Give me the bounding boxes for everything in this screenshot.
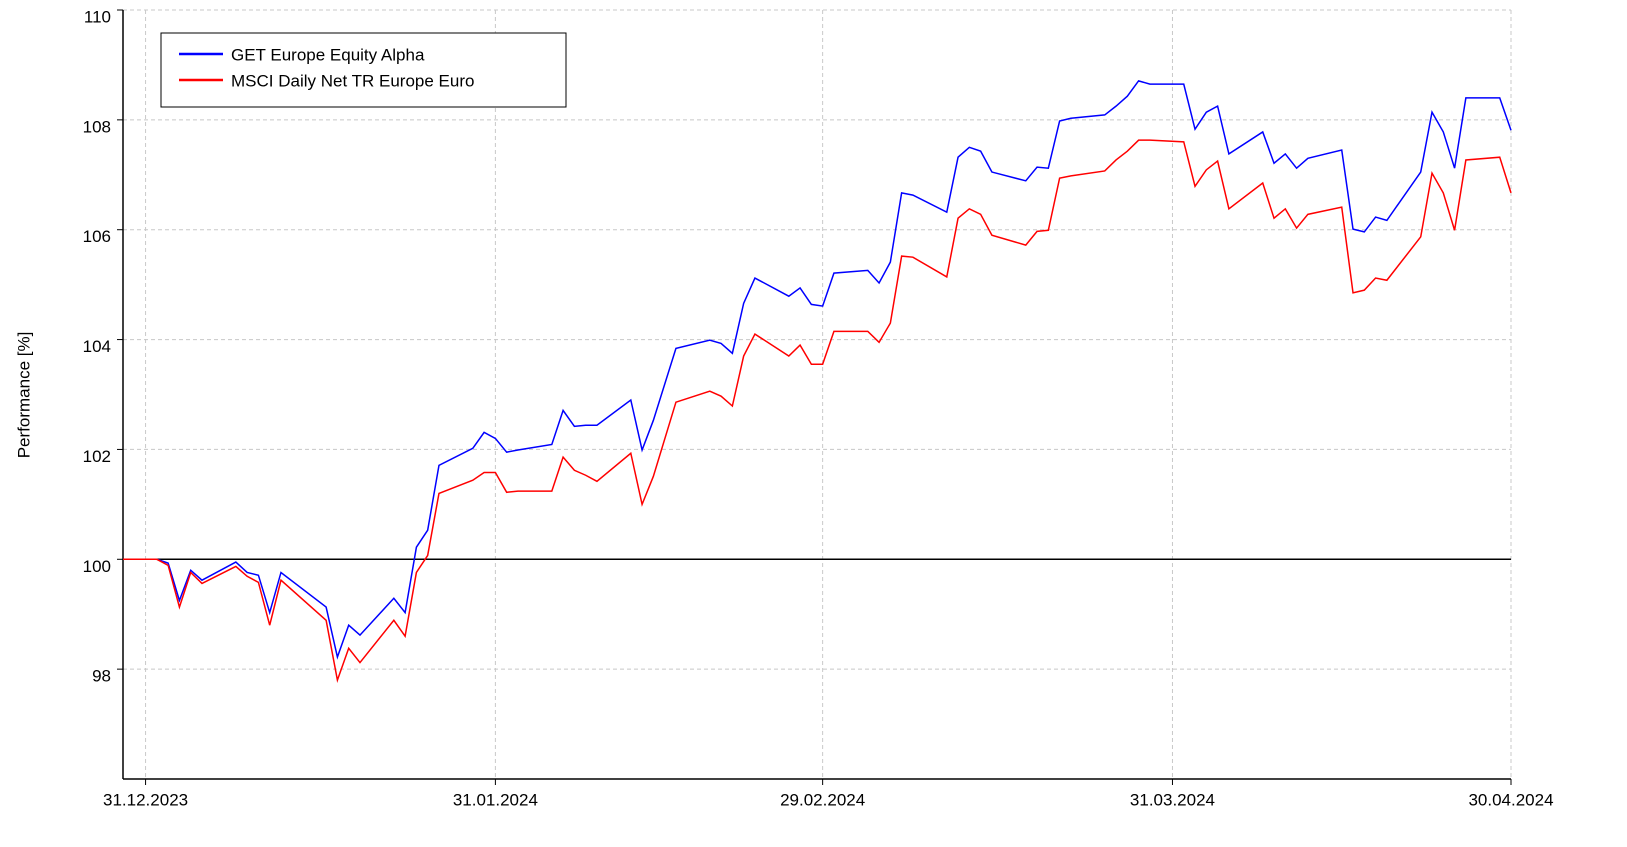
legend-label: MSCI Daily Net TR Europe Euro bbox=[231, 71, 474, 90]
y-tick-label: 102 bbox=[83, 447, 111, 466]
y-tick-label: 108 bbox=[83, 117, 111, 136]
y-tick-label: 110 bbox=[84, 7, 111, 26]
x-tick-label: 31.12.2023 bbox=[103, 790, 188, 809]
y-tick-label: 98 bbox=[92, 667, 111, 686]
x-tick-label: 31.03.2024 bbox=[1130, 790, 1215, 809]
y-tick-label: 100 bbox=[83, 557, 111, 576]
legend-label: GET Europe Equity Alpha bbox=[231, 45, 425, 64]
y-axis-label: Performance [%] bbox=[14, 332, 33, 459]
series-line bbox=[123, 139, 1512, 684]
x-tick-label: 30.04.2024 bbox=[1468, 790, 1553, 809]
y-tick-label: 106 bbox=[83, 227, 111, 246]
y-tick-label: 104 bbox=[83, 337, 111, 356]
series-line bbox=[123, 79, 1512, 660]
x-tick-label: 29.02.2024 bbox=[780, 790, 865, 809]
x-tick-label: 31.01.2024 bbox=[453, 790, 538, 809]
legend-box bbox=[160, 32, 567, 108]
